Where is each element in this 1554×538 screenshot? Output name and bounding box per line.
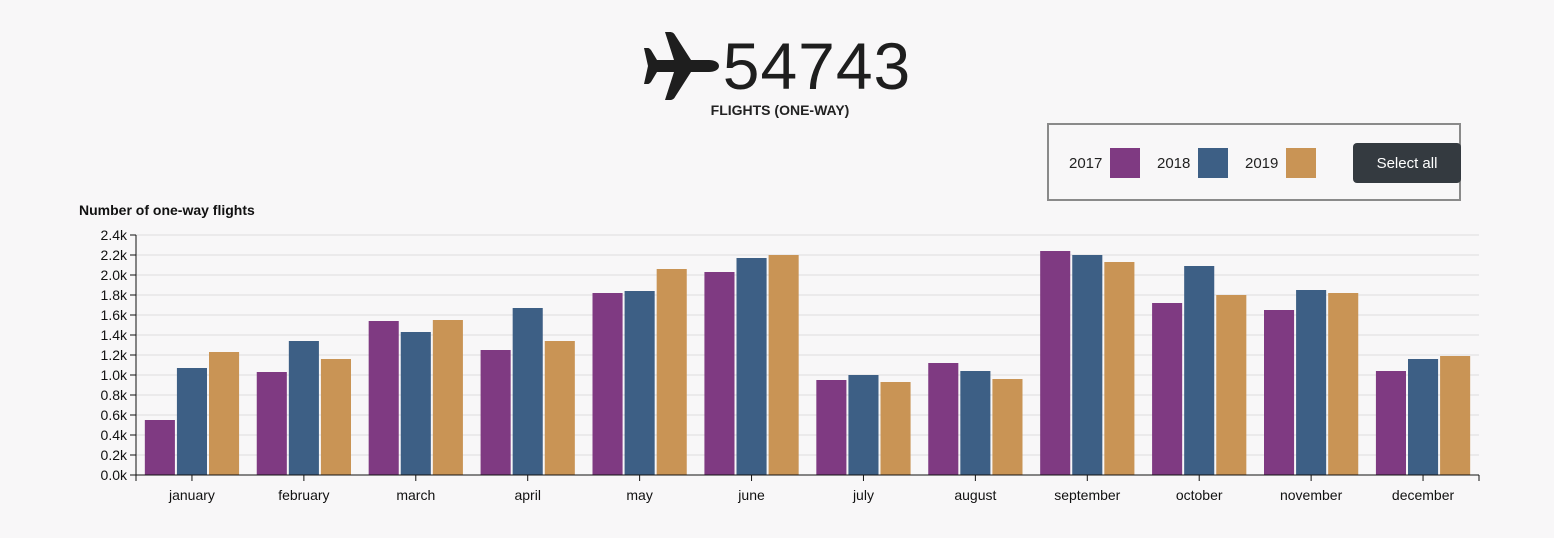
x-tick-label-may: may (626, 487, 652, 503)
bar-january-2019 (208, 352, 240, 475)
bar-march-2019 (432, 320, 463, 475)
bar-august-2017 (928, 363, 959, 475)
x-tick-label-october: october (1176, 487, 1223, 503)
bar-april-2017 (480, 350, 511, 475)
bar-february-2018 (288, 341, 319, 475)
bar-february-2019 (320, 359, 351, 475)
y-tick-label: 0.0k (101, 467, 128, 483)
legend-item-2018[interactable]: 2018 (1157, 147, 1229, 179)
bar-may-2017 (592, 293, 623, 475)
total-flights-value: 54743 (722, 29, 912, 103)
y-tick-label: 2.2k (101, 247, 128, 263)
y-tick-label: 1.2k (101, 347, 128, 363)
bar-june-2017 (704, 272, 735, 475)
total-flights-label: FLIGHTS (ONE-WAY) (710, 102, 850, 118)
airplane-icon (643, 32, 719, 100)
legend-swatch-2019[interactable] (1286, 148, 1317, 178)
bar-september-2017 (1040, 251, 1071, 475)
y-tick-label: 2.4k (101, 227, 128, 243)
bar-november-2019 (1328, 293, 1359, 475)
x-tick-label-september: september (1054, 487, 1120, 503)
bar-june-2019 (768, 255, 799, 475)
x-tick-label-july: july (852, 487, 874, 503)
legend-swatch-2018[interactable] (1198, 148, 1229, 178)
bar-august-2018 (960, 371, 991, 475)
x-tick-label-march: march (396, 487, 435, 503)
legend-label-2019: 2019 (1245, 154, 1279, 172)
legend: 2017 2018 2019 Select all (1047, 123, 1461, 201)
bar-april-2018 (512, 308, 543, 475)
y-tick-label: 1.4k (101, 327, 128, 343)
x-tick-label-december: december (1392, 487, 1455, 503)
bar-november-2018 (1296, 290, 1327, 475)
select-all-button[interactable]: Select all (1353, 143, 1461, 183)
bar-may-2018 (624, 291, 655, 475)
x-tick-label-april: april (514, 487, 540, 503)
y-tick-label: 1.0k (101, 367, 128, 383)
y-axis-title: Number of one-way flights (79, 202, 255, 218)
bar-september-2018 (1072, 255, 1103, 475)
y-tick-label: 1.6k (101, 307, 128, 323)
bar-october-2018 (1184, 266, 1215, 475)
bar-july-2017 (816, 380, 847, 475)
y-tick-label: 2.0k (101, 267, 128, 283)
legend-label-2017: 2017 (1069, 154, 1103, 172)
bar-october-2017 (1152, 303, 1183, 475)
y-tick-label: 1.8k (101, 287, 128, 303)
bar-october-2019 (1216, 295, 1247, 475)
x-tick-label-january: january (168, 487, 215, 503)
bar-december-2018 (1408, 359, 1439, 475)
bar-november-2017 (1264, 310, 1295, 475)
y-tick-label: 0.8k (101, 387, 128, 403)
bar-january-2018 (176, 368, 207, 475)
x-tick-label-august: august (954, 487, 996, 503)
bar-august-2019 (992, 379, 1023, 475)
legend-label-2018: 2018 (1157, 154, 1191, 172)
bar-december-2017 (1375, 371, 1407, 475)
total-row: 54743 (643, 28, 912, 104)
x-tick-label-november: november (1280, 487, 1343, 503)
legend-item-2017[interactable]: 2017 (1069, 147, 1141, 179)
bar-february-2017 (256, 372, 287, 475)
x-tick-label-june: june (737, 487, 765, 503)
bar-may-2019 (656, 269, 687, 475)
bar-july-2019 (880, 382, 911, 475)
header: 54743 FLIGHTS (ONE-WAY) (0, 28, 1554, 118)
y-tick-label: 0.4k (101, 427, 128, 443)
bar-june-2018 (736, 258, 767, 475)
bar-chart: 0.0k 0.2k 0.4k 0.6k 0.8k 1.0k 1.2k 1.4k 1.6k 1.8k… (101, 227, 1480, 503)
bar-march-2018 (400, 332, 431, 475)
bar-july-2018 (848, 375, 879, 475)
legend-item-2019[interactable]: 2019 (1245, 147, 1317, 179)
bar-january-2017 (144, 420, 175, 475)
x-tick-label-february: february (278, 487, 329, 503)
y-tick-label: 0.6k (101, 407, 128, 423)
bar-september-2019 (1104, 262, 1135, 475)
bar-december-2019 (1440, 356, 1471, 475)
legend-swatch-2017[interactable] (1110, 148, 1141, 178)
bar-april-2019 (544, 341, 575, 475)
y-tick-label: 0.2k (101, 447, 128, 463)
bar-march-2017 (368, 321, 399, 475)
